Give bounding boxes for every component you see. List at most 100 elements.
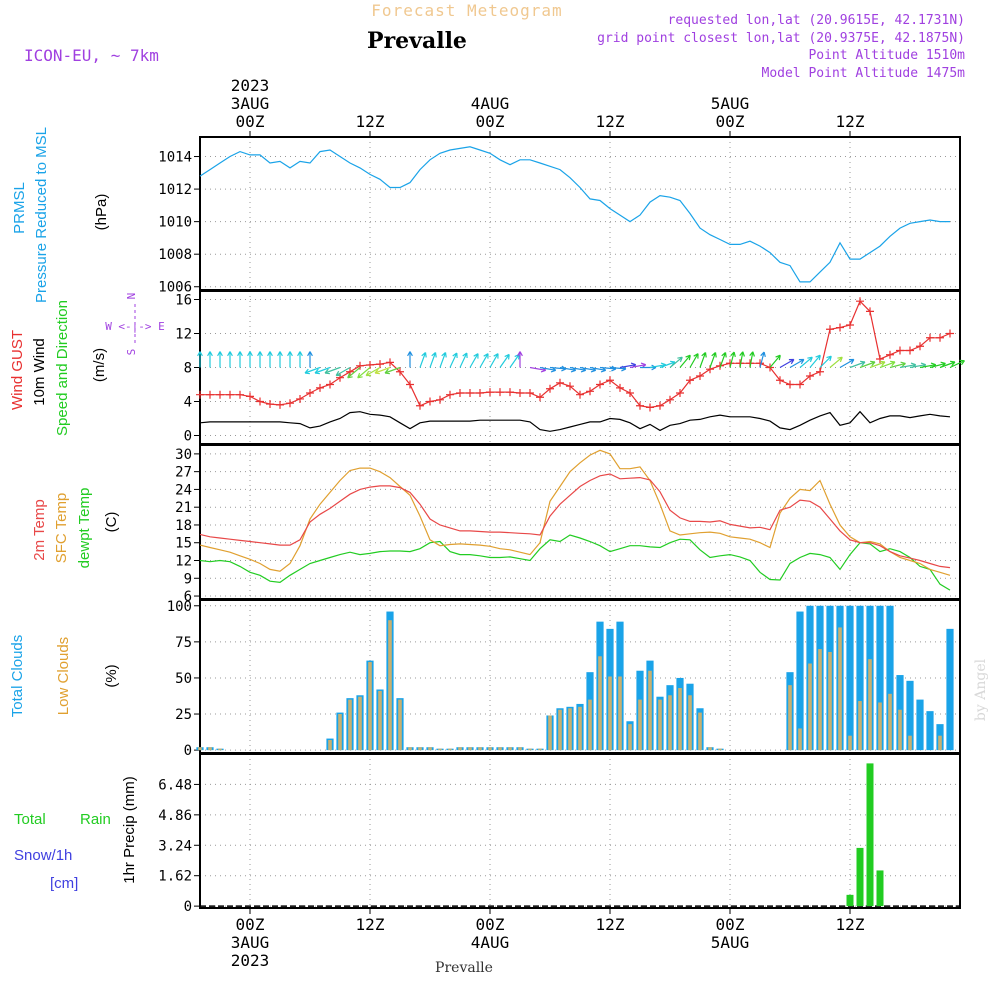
low-cloud-bar [658, 699, 662, 751]
gust-marker [386, 358, 394, 367]
low-cloud-bar [808, 663, 812, 751]
gust-marker [906, 346, 914, 355]
precip-axis-label: 1hr Precip (mm) [121, 776, 138, 884]
low-cloud-bar [838, 627, 842, 751]
ytick-label: 9 [184, 571, 192, 587]
low-cloud-bar [558, 709, 562, 751]
wind-arrow [709, 352, 717, 368]
panel-frame [199, 753, 961, 909]
wind-arrow [365, 366, 381, 377]
compass-row: W <-|-> E [105, 320, 165, 333]
gust-marker [816, 367, 824, 376]
gust-marker [896, 346, 904, 355]
bottom-time-label: 12Z [596, 915, 625, 934]
gust-marker [496, 388, 504, 397]
wind-arrow [499, 353, 510, 368]
bottom-time-label: 5AUG [711, 933, 750, 952]
footer-location: Prevalle [435, 960, 493, 976]
wind-arrow [469, 353, 479, 368]
model-altitude: Model Point Altitude 1475m [762, 66, 966, 81]
low-cloud-bar [498, 747, 502, 751]
gust-marker [776, 376, 784, 385]
ytick-label: 3.24 [158, 838, 192, 854]
ytick-label: 1014 [158, 150, 192, 166]
bottom-time-label: 2023 [231, 951, 270, 970]
low-cloud-bar [618, 676, 622, 751]
gust-marker [926, 333, 934, 342]
low-cloud-bar [378, 690, 382, 751]
gust-marker [506, 388, 514, 397]
gust-marker [266, 400, 274, 409]
wind-arrow [809, 354, 821, 368]
wind-arrow [227, 351, 233, 368]
bottom-time-label: 12Z [356, 915, 385, 934]
gust-marker [256, 397, 264, 406]
ytick-label: 1012 [158, 182, 192, 198]
point-altitude: Point Altitude 1510m [808, 48, 965, 63]
ytick-label: 24 [175, 482, 192, 498]
low-cloud-bar [828, 651, 832, 751]
gust-marker [596, 380, 604, 389]
low-cloud-bar [868, 659, 872, 751]
total-cloud-label: Total Clouds [9, 635, 26, 718]
gust-marker [246, 392, 254, 401]
ytick-label: 25 [175, 707, 192, 723]
low-cloud-bar [508, 747, 512, 751]
wind-arrow [324, 366, 341, 375]
total-cloud-bar [876, 605, 884, 751]
gust-marker [566, 382, 574, 391]
top-time-label: 12Z [356, 112, 385, 131]
ytick-label: 75 [175, 635, 192, 651]
compass-s: S [125, 349, 138, 356]
total-cloud-bar [796, 611, 804, 751]
ytick-label: 0 [184, 429, 192, 445]
bottom-time-label: 00Z [716, 915, 745, 934]
low-cloud-bar [518, 747, 522, 751]
low-cloud-bar [708, 747, 712, 751]
low-cloud-bar [668, 695, 672, 751]
low-cloud-bar [628, 724, 632, 751]
top-time-label: 2023 [231, 76, 270, 95]
total-cloud-bar [906, 680, 914, 751]
ytick-label: 30 [175, 447, 192, 463]
total-cloud-bar [846, 605, 854, 751]
gust-marker [536, 393, 544, 402]
rain-bar [856, 847, 864, 907]
low-cloud-bar [438, 748, 442, 751]
wind-arrow [439, 352, 447, 368]
watermark: by Angel [973, 658, 989, 721]
wind-arrow [374, 366, 391, 375]
gust-marker [636, 401, 644, 410]
wind-arrow [407, 351, 413, 368]
cloud-unit: (%) [103, 664, 120, 687]
precip-snow-unit: [cm] [50, 875, 78, 892]
low-cloud-bar [538, 748, 542, 751]
requested-coords: requested lon,lat (20.9615E, 42.1731N) [668, 13, 965, 28]
low-cloud-bar [218, 748, 222, 751]
ytick-label: 18 [175, 518, 192, 534]
pressure-unit: (hPa) [93, 194, 110, 231]
sfc-label: SFC Temp [53, 493, 70, 564]
low-cloud-bar [328, 740, 332, 751]
wind-arrow [429, 352, 437, 368]
gust-marker [556, 378, 564, 387]
gust-marker [296, 394, 304, 403]
wind-arrow [357, 367, 371, 379]
low-cloud-bar [208, 747, 212, 751]
ytick-label: 4.86 [158, 808, 192, 824]
wind-arrow [314, 366, 331, 375]
total-cloud-bar [916, 699, 924, 751]
gust-marker [796, 380, 804, 389]
low-cloud-bar [598, 656, 602, 751]
gust-marker [316, 383, 324, 392]
gust-marker [206, 390, 214, 399]
wind-arrow [207, 351, 213, 368]
bottom-time-label: 3AUG [231, 933, 270, 952]
wind-arrow [659, 360, 676, 369]
gust-marker [576, 390, 584, 399]
ytick-label: 1.62 [158, 869, 192, 885]
bottom-time-label: 00Z [476, 915, 505, 934]
ytick-label: 12 [175, 327, 192, 343]
wind-arrow [779, 358, 795, 369]
